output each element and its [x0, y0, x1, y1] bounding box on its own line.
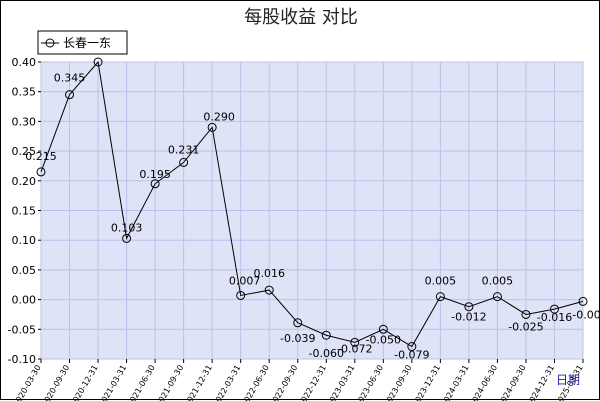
y-tick-label: 0.15: [12, 205, 37, 218]
y-tick-label: 0.20: [12, 175, 37, 188]
y-tick-label: 0.40: [12, 56, 37, 69]
data-label: 0.345: [54, 72, 86, 85]
x-tick-label: 2024-12-31: [525, 364, 556, 401]
data-label: -0.012: [451, 311, 486, 324]
data-label: 0.005: [482, 275, 514, 288]
legend-label: 长春一东: [63, 36, 111, 50]
x-tick-label: 2023-12-31: [411, 364, 442, 401]
x-tick-label: 2024-03-31: [440, 364, 471, 401]
data-label: -0.039: [280, 332, 315, 345]
data-label: -0.016: [537, 311, 572, 324]
data-label: 0.195: [139, 168, 171, 181]
x-tick-label: 2023-09-30: [383, 364, 414, 401]
y-tick-label: 0.35: [12, 86, 37, 99]
data-label: 0.215: [25, 150, 57, 163]
data-label: 0.005: [425, 275, 457, 288]
x-tick-label: 2021-03-31: [97, 364, 128, 401]
x-tick-label: 2021-06-30: [126, 364, 157, 401]
x-axis-label: 日期: [556, 373, 580, 387]
data-label: 0.103: [111, 221, 143, 234]
x-tick-label: 2021-12-31: [183, 364, 214, 401]
data-label: 0.290: [203, 110, 235, 123]
chart-title: 每股收益 对比: [244, 7, 358, 28]
x-tick-label: 2020-09-30: [40, 364, 71, 401]
x-tick-label: 2021-09-30: [154, 364, 185, 401]
x-tick-label: 2022-12-31: [297, 364, 328, 401]
x-tick-label: 2020-12-31: [69, 364, 100, 401]
x-tick-label: 2022-03-31: [211, 364, 242, 401]
data-label: 0.231: [168, 143, 200, 156]
data-label: 0.016: [253, 267, 285, 280]
legend[interactable]: 长春一东: [38, 31, 127, 54]
y-axis-ticks: -0.10-0.050.000.050.100.150.200.250.300.…: [8, 56, 41, 366]
y-tick-label: -0.05: [8, 323, 36, 336]
x-tick-label: 2024-06-30: [468, 363, 499, 401]
y-tick-label: -0.10: [8, 353, 36, 366]
x-tick-label: 2023-06-30: [354, 364, 385, 401]
data-label: -0.050: [366, 333, 401, 346]
x-axis-ticks: 2020-03-302020-09-302020-12-312021-03-31…: [12, 359, 585, 401]
y-tick-label: 0.30: [12, 115, 37, 128]
y-tick-label: 0.00: [12, 294, 37, 307]
x-tick-label: 2023-03-31: [325, 364, 356, 401]
y-tick-label: 0.05: [12, 264, 37, 277]
x-tick-label: 2024-09-30: [497, 364, 528, 401]
x-tick-label: 2022-06-30: [240, 364, 271, 401]
data-label: -0.079: [394, 349, 429, 362]
x-tick-label: 2020-03-30: [12, 364, 43, 401]
x-tick-label: 2022-09-30: [268, 364, 299, 401]
data-label: -0.003: [572, 308, 600, 321]
y-tick-label: 0.10: [12, 234, 37, 247]
